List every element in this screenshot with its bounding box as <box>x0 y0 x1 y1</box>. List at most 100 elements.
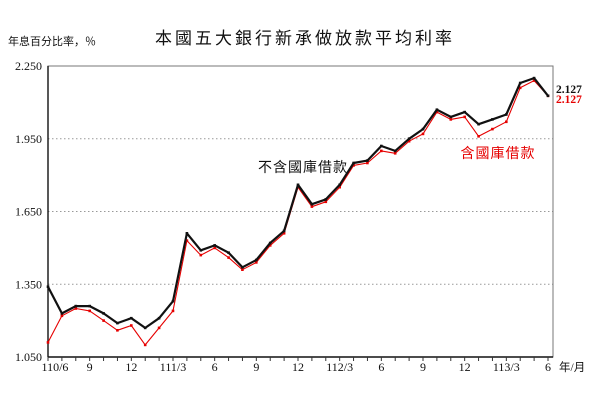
data-point-marker <box>449 118 453 121</box>
data-point-marker <box>143 326 147 330</box>
data-point-marker <box>421 127 425 131</box>
y-axis-labels: 2.250 1.950 1.650 1.350 1.050 <box>15 59 42 364</box>
x-tick-label: 110/6 <box>42 360 69 374</box>
data-point-marker <box>157 326 161 330</box>
data-point-marker <box>199 249 203 252</box>
data-point-marker <box>116 321 119 325</box>
series-lines <box>46 76 550 347</box>
y-tick-label: 1.650 <box>15 205 42 219</box>
data-point-marker <box>407 139 411 143</box>
y-tick-label: 1.350 <box>15 277 42 291</box>
data-point-marker <box>380 144 383 148</box>
x-tick-label: 113/3 <box>493 360 520 374</box>
data-point-marker <box>213 246 216 250</box>
data-point-marker <box>116 329 119 332</box>
data-point-marker <box>46 285 50 288</box>
data-point-marker <box>491 127 494 131</box>
data-point-marker <box>366 161 369 165</box>
data-point-marker <box>449 115 453 119</box>
x-tick-label: 9 <box>253 360 259 374</box>
label-including-treasury: 含國庫借款 <box>461 145 536 162</box>
data-point-marker <box>171 299 175 303</box>
data-point-marker <box>532 79 536 82</box>
markers-excluding-treasury <box>46 76 550 330</box>
data-point-marker <box>380 149 383 153</box>
data-point-marker <box>310 202 314 206</box>
data-point-marker <box>60 314 64 318</box>
data-point-marker <box>241 266 244 269</box>
data-point-marker <box>463 115 466 119</box>
data-point-marker <box>255 261 258 264</box>
y-tick-label: 2.250 <box>15 59 42 73</box>
end-value-including-treasury: 2.127 <box>556 94 582 106</box>
data-point-marker <box>88 304 91 308</box>
chart-title: 本國五大銀行新承做放款平均利率 <box>155 29 455 48</box>
x-axis-labels: 110/6 9 12 111/3 6 9 12 112/3 6 9 12 113/3 6 <box>42 360 551 374</box>
data-point-marker <box>477 122 480 126</box>
data-point-marker <box>491 118 494 121</box>
x-tick-label: 12 <box>292 360 304 374</box>
y-tick-label: 1.950 <box>15 132 42 146</box>
axis-ticks <box>47 357 549 361</box>
x-tick-label: 111/3 <box>160 360 186 374</box>
data-point-marker <box>296 183 300 187</box>
data-point-marker <box>171 309 175 313</box>
data-point-marker <box>421 132 425 136</box>
data-point-marker <box>546 94 550 98</box>
y-tick-label: 1.050 <box>15 350 42 364</box>
data-point-marker <box>185 239 189 242</box>
data-point-marker <box>268 241 272 245</box>
data-point-marker <box>463 110 466 114</box>
gridlines <box>48 138 553 285</box>
x-tick-label: 6 <box>545 360 551 374</box>
data-point-marker <box>324 200 328 204</box>
data-point-marker <box>282 232 286 235</box>
data-point-marker <box>143 343 147 347</box>
data-point-marker <box>74 304 78 308</box>
data-point-marker <box>352 164 355 167</box>
data-point-marker <box>435 108 439 111</box>
line-excluding-treasury <box>47 76 549 329</box>
data-point-marker <box>268 244 272 247</box>
x-tick-label: 6 <box>378 360 384 374</box>
data-point-marker <box>102 312 105 315</box>
data-point-marker <box>407 137 411 140</box>
data-point-marker <box>518 86 522 90</box>
x-tick-label: 112/3 <box>326 360 353 374</box>
data-point-marker <box>46 341 50 344</box>
data-point-marker <box>102 319 105 322</box>
x-tick-label: 12 <box>125 360 137 374</box>
y-axis-unit-label: 年息百分比率，％ <box>8 34 96 48</box>
data-point-marker <box>366 159 369 162</box>
data-point-marker <box>435 110 439 114</box>
x-tick-label: 9 <box>420 360 426 374</box>
x-tick-label: 9 <box>87 360 93 374</box>
data-point-marker <box>505 120 508 124</box>
data-point-marker <box>74 307 78 310</box>
data-point-marker <box>282 229 286 233</box>
data-point-marker <box>88 309 91 313</box>
plot-frame <box>47 65 554 358</box>
data-point-marker <box>227 251 230 254</box>
data-point-marker <box>518 81 522 85</box>
data-point-marker <box>213 244 216 247</box>
data-point-marker <box>60 312 64 315</box>
data-point-marker <box>157 316 161 320</box>
data-point-marker <box>255 258 258 262</box>
label-excluding-treasury: 不含國庫借款 <box>258 159 348 176</box>
data-point-marker <box>227 256 230 259</box>
x-axis-unit-label: 年/月 <box>559 360 585 374</box>
data-point-marker <box>338 183 341 187</box>
data-point-marker <box>477 135 480 138</box>
data-point-marker <box>310 205 314 208</box>
data-point-marker <box>199 253 203 257</box>
data-point-marker <box>241 268 244 271</box>
data-point-marker <box>505 113 508 116</box>
data-point-marker <box>185 232 189 235</box>
data-point-marker <box>324 198 328 201</box>
data-point-marker <box>393 152 397 155</box>
data-point-marker <box>130 316 133 320</box>
data-point-marker <box>352 161 355 165</box>
